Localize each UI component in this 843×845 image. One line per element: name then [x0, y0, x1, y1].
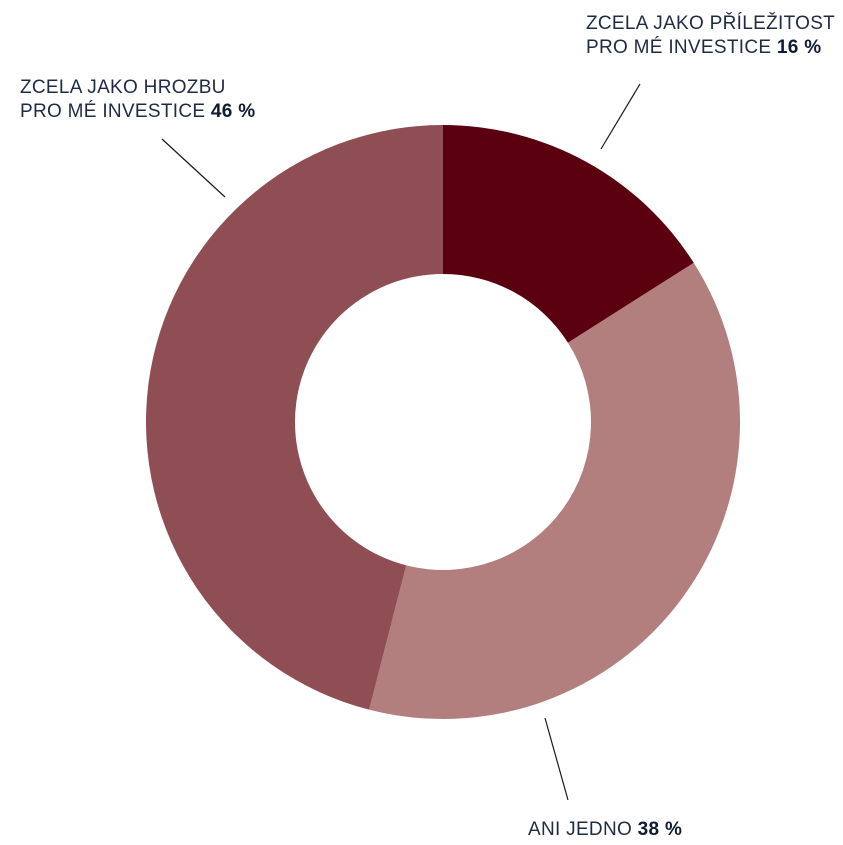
slice-opportunity: [443, 125, 694, 343]
label-threat-value: 46 %: [210, 101, 256, 122]
donut-slices: [146, 125, 740, 719]
label-threat: ZCELA JAKO HROZBU PRO MÉ INVESTICE 46 %: [20, 76, 255, 124]
leader-neither: [544, 717, 569, 801]
label-threat-line2: PRO MÉ INVESTICE: [20, 101, 206, 122]
leader-threat: [161, 138, 226, 198]
label-opportunity: ZCELA JAKO PŘÍLEŽITOST PRO MÉ INVESTICE …: [586, 12, 835, 60]
label-opportunity-value: 16 %: [776, 37, 822, 58]
label-threat-line1: ZCELA JAKO HROZBU: [20, 77, 226, 98]
label-neither: ANI JEDNO 38 %: [528, 818, 682, 842]
leader-opportunity: [600, 83, 641, 150]
slice-neither: [369, 262, 740, 719]
leader-lines: [161, 83, 641, 801]
label-opportunity-line1: ZCELA JAKO PŘÍLEŽITOST: [586, 13, 836, 34]
slice-threat: [146, 125, 443, 710]
label-neither-text: ANI JEDNO: [528, 819, 633, 840]
label-neither-value: 38 %: [637, 819, 683, 840]
label-opportunity-line2: PRO MÉ INVESTICE: [586, 37, 772, 58]
